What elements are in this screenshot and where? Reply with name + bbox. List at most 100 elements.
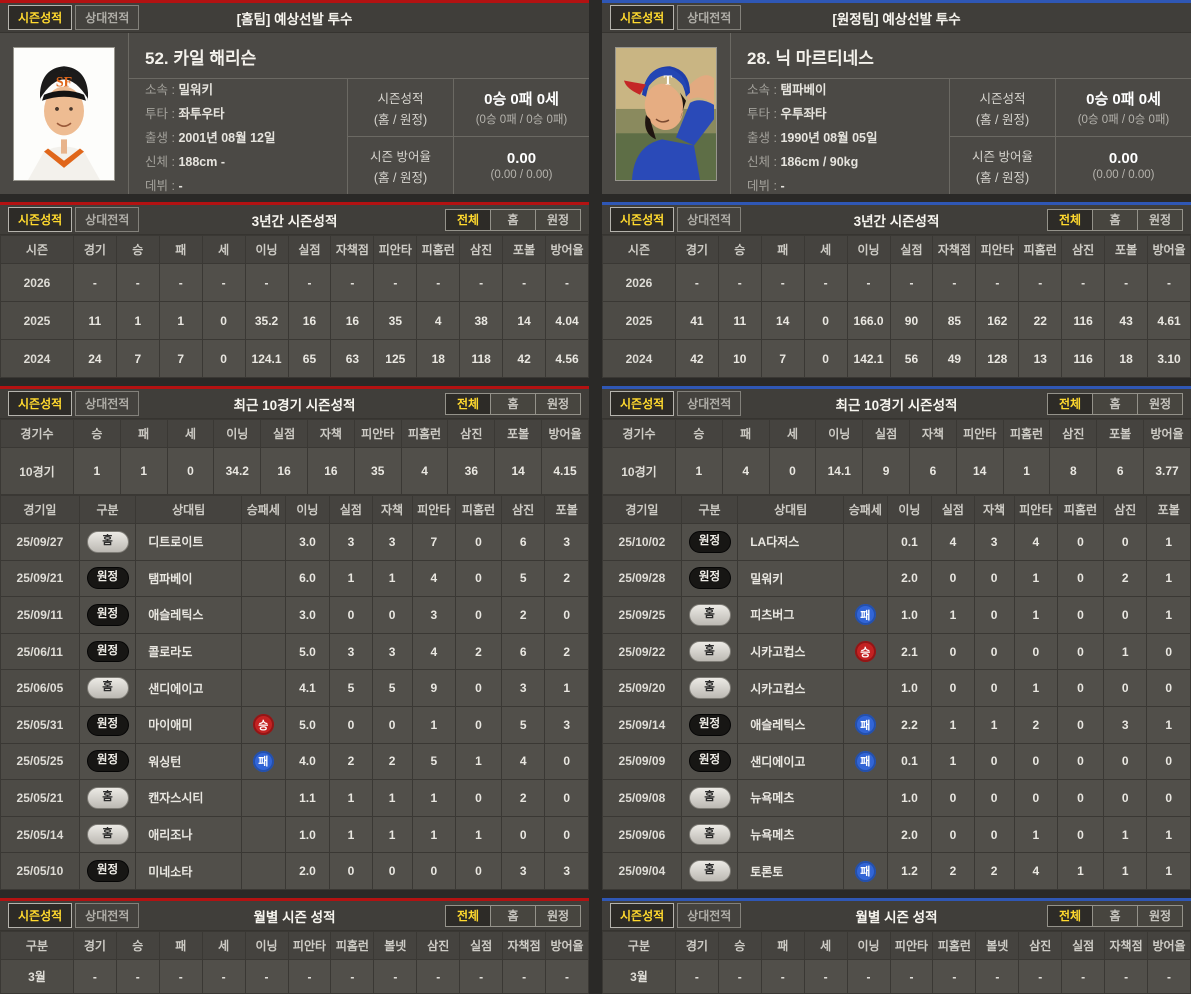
tab-group: 시즌성적 상대전적	[610, 391, 742, 416]
column-header: 이닝	[284, 495, 331, 524]
header-row: 경기일 구분 상대팀 승패세 이닝 실점 자책 피안타 피홈런 삼진 포볼	[0, 495, 589, 524]
stat-cell: 패	[843, 596, 888, 634]
photo-frame: T	[602, 33, 730, 194]
stat-cell: 25/06/11	[0, 632, 80, 671]
filter-home[interactable]: 홈	[490, 208, 536, 231]
filter-away[interactable]: 원정	[1137, 904, 1183, 927]
stat-cell: 0	[973, 742, 1015, 781]
filter-away[interactable]: 원정	[1137, 208, 1183, 231]
tab-season-stats[interactable]: 시즌성적	[610, 391, 675, 416]
filter-away[interactable]: 원정	[535, 904, 581, 927]
stat-cell: 116	[1061, 301, 1106, 340]
filter-home[interactable]: 홈	[1092, 904, 1138, 927]
tab-season-stats[interactable]: 시즌성적	[8, 903, 73, 928]
column-header: 경기일	[602, 495, 682, 524]
tab-season-stats[interactable]: 시즌성적	[610, 5, 675, 30]
stat-cell: 16	[260, 447, 308, 495]
stat-cell: 홈	[680, 596, 739, 634]
tab-season-stats[interactable]: 시즌성적	[610, 207, 675, 232]
stat-cell: 4	[1013, 523, 1059, 561]
stat-cell: 3	[500, 852, 546, 890]
column-header: 세	[201, 235, 246, 264]
away-badge: 원정	[86, 713, 129, 736]
stat-cell: 2.1	[886, 632, 933, 671]
filter-all[interactable]: 전체	[1047, 904, 1093, 927]
stat-cell: 56	[889, 339, 934, 378]
column-header: 자책	[307, 419, 355, 448]
stat-cell: -	[416, 263, 461, 302]
stat-cell: 16	[287, 301, 332, 340]
filter-all[interactable]: 전체	[1047, 208, 1093, 231]
column-header: 승	[72, 419, 121, 448]
table-row: 25/06/11 원정 콜로라도 5.0 3 3 4 2 6 2	[0, 632, 589, 671]
column-header: 자책점	[502, 931, 547, 960]
column-header: 세	[201, 931, 246, 960]
info-throws-bats: 투타우투좌타	[747, 103, 933, 122]
filter-home[interactable]: 홈	[1092, 392, 1138, 415]
stat-cell: 4	[1013, 852, 1059, 890]
stat-cell: 홈	[680, 852, 739, 890]
tab-head-to-head[interactable]: 상대전적	[677, 903, 742, 928]
stat-cell: 4	[500, 742, 546, 781]
column-header: 삼진	[447, 419, 496, 448]
record-label: 시즌성적 (홈 / 원정)	[950, 79, 1056, 136]
filter-all[interactable]: 전체	[445, 392, 491, 415]
filter-home[interactable]: 홈	[490, 904, 536, 927]
tab-group: 시즌성적 상대전적	[610, 903, 742, 928]
filter-all[interactable]: 전체	[1047, 392, 1093, 415]
table-row: 25/09/11 원정 애슬레틱스 3.0 0 0 3 0 2 0	[0, 596, 589, 634]
stat-cell: -	[975, 959, 1020, 994]
filter-away[interactable]: 원정	[535, 208, 581, 231]
stat-cell: 승	[843, 632, 888, 671]
tab-head-to-head[interactable]: 상대전적	[677, 207, 742, 232]
home-badge: 홈	[688, 823, 731, 846]
stat-cell: 0	[201, 301, 246, 340]
filter-all[interactable]: 전체	[445, 904, 491, 927]
column-header: 방어율	[1147, 931, 1191, 960]
filter-away[interactable]: 원정	[535, 392, 581, 415]
away-badge: 원정	[688, 530, 731, 553]
stat-cell: 2	[371, 742, 413, 781]
record-value: 0승 0패 0세 (0승 0패 / 0승 0패)	[475, 91, 568, 126]
tab-season-stats[interactable]: 시즌성적	[8, 5, 73, 30]
tab-group: 시즌성적 상대전적	[8, 391, 140, 416]
season-record-row: 시즌성적 (홈 / 원정) 0승 0패 0세 (0승 0패 / 0승 0패)	[950, 79, 1191, 136]
stat-cell: 25/09/08	[602, 779, 682, 817]
tab-season-stats[interactable]: 시즌성적	[8, 207, 73, 232]
scope-filter: 전체 홈 원정	[1047, 208, 1183, 231]
table-row: 25/09/20 홈 시카고컵스 1.0 0 0 1 0 0 0	[602, 669, 1191, 707]
stat-cell: 애리조나	[135, 815, 243, 854]
filter-home[interactable]: 홈	[1092, 208, 1138, 231]
stat-cell: 3	[544, 705, 589, 744]
stat-cell: 1	[1013, 815, 1059, 854]
home-profile-section: 시즌성적 상대전적 [홈팀] 예상선발 투수	[0, 0, 589, 194]
tab-head-to-head[interactable]: 상대전적	[75, 903, 140, 928]
stat-cell: 1	[1102, 852, 1148, 890]
filter-home[interactable]: 홈	[490, 392, 536, 415]
stat-cell: -	[502, 959, 547, 994]
stat-cell: 3	[500, 669, 546, 707]
stat-cell: 3.0	[284, 596, 331, 634]
tab-season-stats[interactable]: 시즌성적	[8, 391, 73, 416]
player-info-list: 소속탬파베이 투타우투좌타 출생1990년 08월 05일 신체186cm / …	[731, 79, 949, 194]
tab-season-stats[interactable]: 시즌성적	[610, 903, 675, 928]
away-monthly-section: 시즌성적 상대전적 월별 시즌 성적 전체 홈 원정 구분 경기 승 패 세 이닝 피안타 피…	[602, 898, 1191, 994]
tab-head-to-head[interactable]: 상대전적	[75, 5, 140, 30]
tab-head-to-head[interactable]: 상대전적	[677, 391, 742, 416]
table-row: 25/09/14 원정 애슬레틱스 패 2.2 1 1 2 0 3 1	[602, 705, 1191, 744]
tab-head-to-head[interactable]: 상대전적	[75, 207, 140, 232]
stat-cell: 토론토	[737, 852, 845, 890]
stat-cell: 125	[373, 339, 418, 378]
column-header: 상대팀	[135, 495, 243, 524]
column-header: 포볼	[1146, 495, 1191, 524]
filter-all[interactable]: 전체	[445, 208, 491, 231]
tab-head-to-head[interactable]: 상대전적	[677, 5, 742, 30]
detail-row: 소속밀워키 투타좌투우타 출생2001년 08월 12일 신체188cm - 데…	[129, 79, 589, 194]
filter-away[interactable]: 원정	[1137, 392, 1183, 415]
stat-cell: 0	[1102, 596, 1148, 634]
stat-cell: 1	[1013, 596, 1059, 634]
stat-cell: 패	[843, 852, 888, 890]
player-name: 28. 닉 마르티네스	[731, 33, 1191, 79]
info-team: 소속밀워키	[145, 79, 331, 98]
tab-head-to-head[interactable]: 상대전적	[75, 391, 140, 416]
